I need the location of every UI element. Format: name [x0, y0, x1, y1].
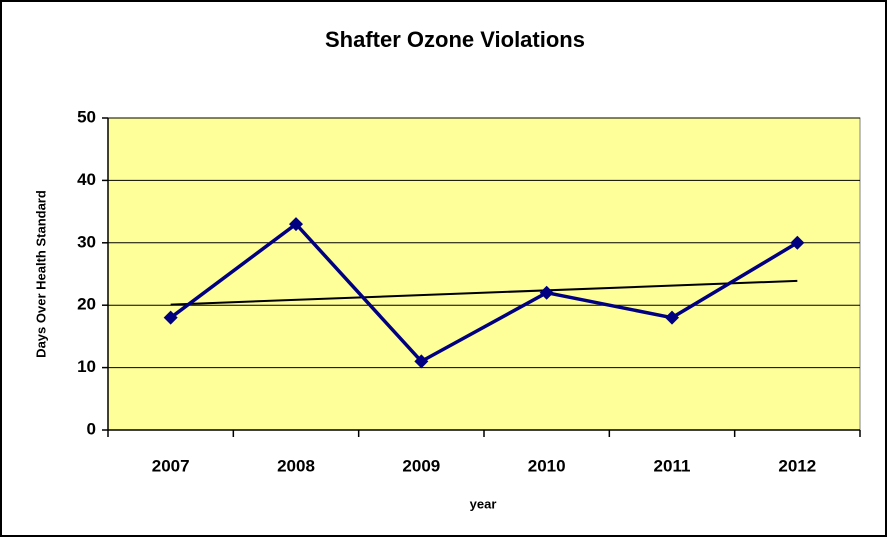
data-marker — [790, 235, 805, 250]
x-tick-label: 2008 — [277, 456, 315, 475]
x-tick-label: 2009 — [402, 456, 440, 475]
x-tick-label: 2010 — [528, 456, 566, 475]
data-marker — [414, 354, 429, 369]
y-tick-label: 30 — [77, 232, 96, 251]
y-tick-label: 10 — [77, 357, 96, 376]
data-marker — [665, 310, 679, 325]
x-axis-label: year — [470, 496, 497, 511]
data-marker — [539, 285, 554, 300]
y-tick-label: 50 — [77, 107, 96, 126]
y-tick-label: 20 — [77, 295, 96, 314]
data-line — [169, 221, 799, 364]
y-tick-label: 40 — [77, 170, 96, 189]
x-tick-label: 2011 — [654, 456, 691, 475]
y-tick-label: 0 — [87, 419, 96, 438]
data-marker — [289, 217, 303, 232]
x-tick-label: 2012 — [778, 456, 816, 475]
y-axis-label: Days Over Health Standard — [33, 190, 48, 358]
data-marker — [163, 310, 178, 325]
trendline — [170, 279, 798, 306]
chart-title: Shafter Ozone Violations — [325, 27, 585, 52]
x-tick-label: 2007 — [152, 456, 190, 475]
plot-area — [107, 117, 861, 431]
